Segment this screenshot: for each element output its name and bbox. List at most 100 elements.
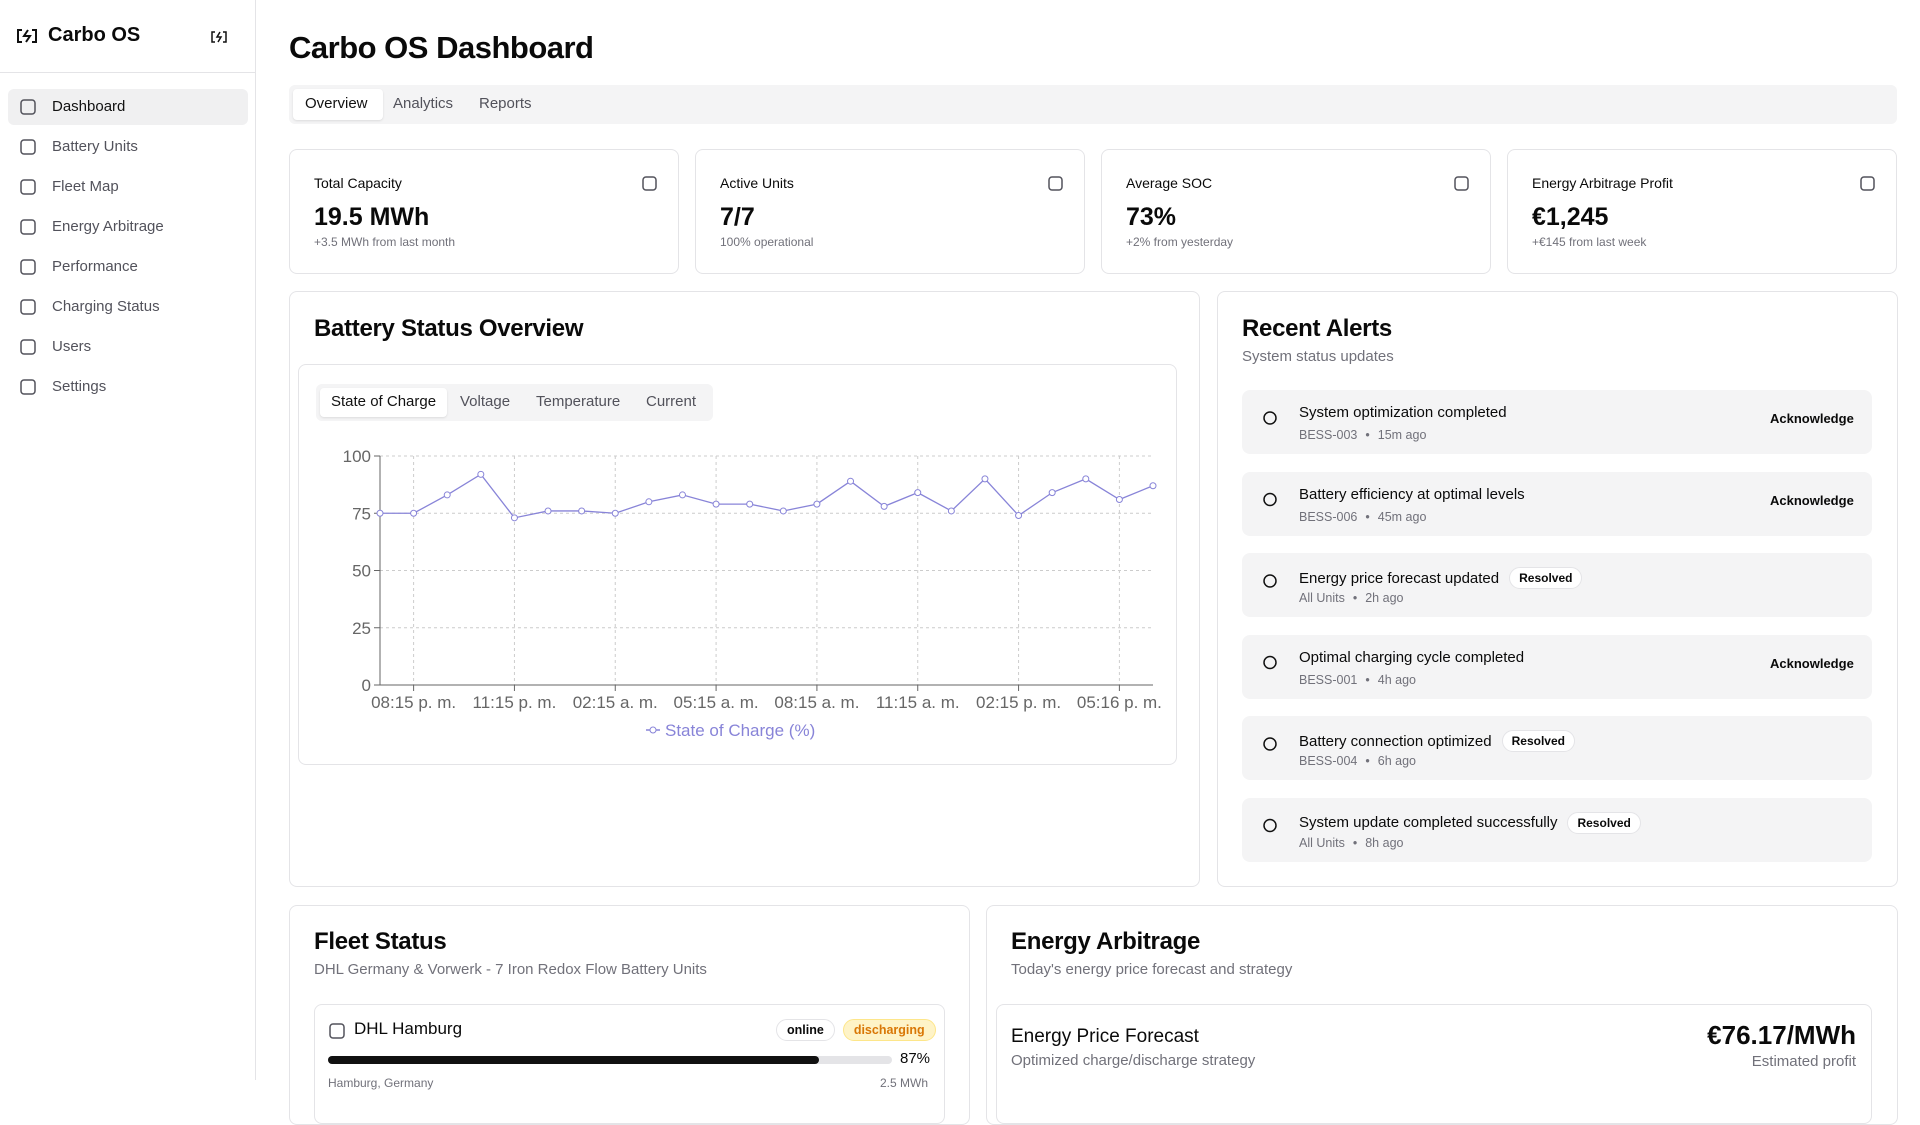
brand-icon [17,29,37,43]
brand: Carbo OS [48,24,141,46]
alert-time: 2h ago [1365,591,1404,605]
chart-card [298,364,1177,765]
sidebar [0,0,256,1080]
alert-time: 4h ago [1377,672,1416,687]
nav-item[interactable]: Fleet Map [52,178,119,195]
alert-title: Battery connection optimized [1299,732,1492,750]
alert-time: 8h ago [1365,835,1404,850]
nav-item[interactable]: Settings [52,378,107,395]
nav-item[interactable]: Performance [52,258,138,275]
alert-title: System update completed successfully [1299,814,1558,831]
alerts-title: Recent Alerts [1242,315,1392,342]
alert-unit: BESS-001 [1299,672,1358,687]
stat-note muted: 100% operational [720,235,814,249]
stat-value: €1,245 [1532,203,1609,231]
alert-row: Battery efficiency at optimal levels [1299,486,1525,503]
arbitrage-title: Energy Arbitrage [1011,928,1201,955]
stat-value: 19.5 MWh [314,203,430,231]
forecast-note: Estimated profit [1751,1053,1856,1070]
sidebar-toggle[interactable] [210,30,228,44]
alert-action[interactable]: Acknowledge [1770,492,1854,508]
alert-title: Battery efficiency at optimal levels [1299,485,1525,503]
alert-time: 6h ago [1377,754,1416,768]
fleet-subtitle: DHL Germany & Vorwerk - 7 Iron Redox Flo… [314,961,707,978]
nav-item[interactable]: Battery Units [52,138,138,155]
alert-row: System update completed successfully Reso… [1299,811,1641,834]
chart-tab[interactable]: State of Charge [331,393,437,410]
stat-card card [695,149,1085,274]
chart-tab[interactable]: Temperature [536,393,621,410]
battery-title: Battery Status Overview [314,315,584,342]
stat-label: Average SOC [1126,175,1213,191]
nav-item[interactable]: Users [52,338,92,355]
nav-active-bg [8,89,248,125]
alert-action[interactable]: Acknowledge [1770,411,1854,426]
alert-unit: BESS-004 [1299,754,1358,768]
stat-note muted: +€145 from last week [1532,235,1647,249]
alert-dot: • [1352,835,1358,850]
unit-capacity: 2.5 MWh [880,1076,929,1090]
charge-label: 87% [900,1050,931,1067]
unit-tag: online [776,1019,835,1041]
alert-item [1242,471,1872,536]
sidebar-divider [0,72,256,73]
page-title: Carbo OS Dashboard [289,30,594,65]
nav-item[interactable]: Energy Arbitrage [52,218,164,235]
alert-unit: All Units [1299,835,1345,850]
forecast-subtitle: Optimized charge/discharge strategy [1011,1052,1256,1069]
stat-label: Energy Arbitrage Profit [1532,175,1673,191]
stat-label: Active Units [720,175,794,191]
alert-title: Energy price forecast updated [1299,569,1500,587]
alert-dot: • [1365,754,1370,768]
tab[interactable]: Analytics [393,95,454,112]
chart-tab[interactable]: Voltage [460,393,511,410]
stat-note muted: +3.5 MWh from last month [314,235,456,249]
unit-tags: online discharging [776,1019,936,1041]
alert-unit: BESS-006 [1299,509,1358,524]
alert-meta: BESS-001 • 4h ago [1299,673,1416,687]
alert-time: 45m ago [1377,509,1427,524]
alert-dot: • [1365,428,1370,442]
tab-bar [289,85,1897,124]
stat-value: 7/7 [720,203,755,231]
tab[interactable]: Reports [479,95,532,112]
unit-name: DHL Hamburg [354,1019,463,1038]
alert-badge: Resolved [1567,811,1641,834]
stat-card card [1101,149,1491,274]
alert-title: System optimization completed [1299,404,1507,421]
chart-tab-active [320,388,447,417]
alert-row: Battery connection optimized Resolved [1299,730,1575,752]
alert-item [1242,634,1872,699]
stat-label: Total Capacity [314,175,402,191]
nav-item[interactable]: Charging Status [52,298,160,315]
forecast-title: Energy Price Forecast [1011,1026,1199,1047]
alert-title: Optimal charging cycle completed [1299,648,1525,666]
alert-badge: Resolved [1509,567,1583,589]
alert-dot: • [1365,509,1370,524]
nav-item[interactable]: Dashboard [52,98,126,115]
alert-row: System optimization completed [1299,404,1507,421]
alert-row: Optimal charging cycle completed [1299,649,1524,666]
alert-dot: • [1365,672,1370,687]
alert-meta: All Units • 2h ago [1299,591,1403,605]
unit-location: Hamburg, Germany [328,1076,434,1090]
alert-badge: Resolved [1501,730,1575,752]
chart-tab[interactable]: Current [646,393,697,410]
alert-unit: BESS-003 [1299,428,1358,442]
arbitrage-subtitle: Today's energy price forecast and strate… [1011,961,1293,978]
alert-unit: All Units [1299,591,1345,605]
unit-tag: discharging [842,1019,936,1041]
stat-value: 73% [1126,203,1177,231]
charge-bar [328,1056,819,1064]
alert-action[interactable]: Acknowledge [1770,655,1854,671]
stat-note muted: +2% from yesterday [1126,235,1234,249]
alert-meta: BESS-006 • 45m ago [1299,510,1426,524]
alerts-subtitle: System status updates [1242,348,1394,365]
alert-meta: All Units • 8h ago [1299,836,1403,850]
alert-row: Energy price forecast updated Resolved [1299,567,1583,589]
fleet-title: Fleet Status [314,928,447,955]
alert-meta: BESS-003 • 15m ago [1299,428,1426,442]
tab[interactable]: Overview [305,95,368,112]
